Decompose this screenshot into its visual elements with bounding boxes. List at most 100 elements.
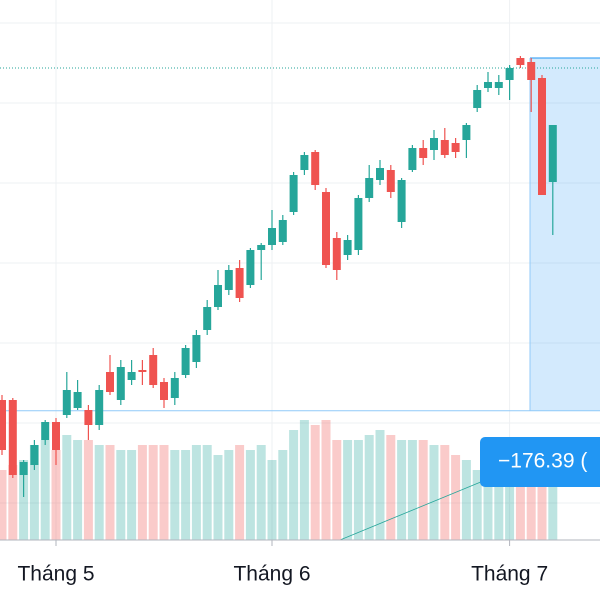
candle-body [8, 400, 17, 475]
candle-body [106, 372, 114, 392]
candle-body [440, 140, 449, 155]
volume-bar [29, 445, 39, 540]
volume-bar [278, 450, 288, 540]
candle-body [52, 422, 60, 450]
volume-bar [267, 460, 277, 540]
candle-body [548, 125, 557, 182]
volume-bar [245, 450, 255, 540]
candle-body [19, 462, 28, 475]
candle-body [408, 148, 417, 170]
volume-bar [494, 485, 504, 540]
candle-body [397, 180, 406, 222]
measure-label: −176.39 ( [498, 450, 587, 473]
candle-body [527, 62, 536, 80]
volume-bar [429, 445, 439, 540]
volume-bar [213, 455, 223, 540]
volume-bar [202, 445, 212, 540]
candle-body [138, 370, 147, 372]
volume-bar [170, 450, 180, 540]
volume-bar [191, 445, 201, 540]
volume-bar [51, 450, 61, 540]
volume-bar [256, 445, 266, 540]
candle-body [116, 367, 125, 400]
volume-bar [418, 440, 428, 540]
candle-body [322, 192, 330, 265]
candle-body [0, 400, 6, 450]
candle-body [170, 378, 179, 398]
volume-bar [148, 445, 158, 540]
candle-body [289, 175, 298, 212]
candle-body [505, 68, 514, 80]
volume-bar [515, 480, 525, 540]
volume-bar [235, 445, 245, 540]
volume-bar [548, 440, 558, 540]
volume-bar [483, 480, 493, 540]
volume-bar [73, 440, 83, 540]
volume-bar [451, 455, 461, 540]
candle-body [343, 240, 352, 255]
x-tick-label: Tháng 6 [233, 563, 310, 586]
volume-bar [537, 440, 547, 540]
volume-bar [127, 450, 137, 540]
volume-bar [159, 445, 169, 540]
candle-body [268, 228, 276, 245]
candle-body [224, 270, 233, 290]
candle-body [160, 382, 168, 400]
volume-bar [0, 470, 7, 540]
volume-bar [224, 450, 234, 540]
candle-body [73, 392, 82, 408]
volume-bar [310, 425, 320, 540]
measure-line [339, 471, 506, 541]
candle-body [257, 245, 266, 250]
volume-bar [116, 450, 126, 540]
candle-body [484, 82, 492, 88]
volume-bar [321, 420, 331, 540]
candle-body [516, 58, 525, 65]
volume-bar [289, 430, 299, 540]
candle-body [62, 390, 71, 415]
volume-bar [375, 430, 385, 540]
volume-bar [505, 480, 515, 540]
candle-body [473, 90, 482, 108]
candle-body [538, 78, 546, 195]
candle-body [214, 285, 222, 307]
volume-bar [105, 445, 115, 540]
candle-body [30, 445, 39, 465]
candle-body [235, 268, 244, 298]
candle-body [311, 152, 320, 185]
volume-bar [332, 440, 342, 540]
volume-bar [440, 445, 450, 540]
volume-bar [472, 470, 482, 540]
candle-body [95, 390, 104, 425]
candle-body [386, 170, 395, 192]
volume-bar [137, 445, 147, 540]
volume-bar [8, 465, 18, 540]
volume-bar [526, 445, 536, 540]
candle-body [149, 355, 158, 385]
candle-body [192, 335, 201, 362]
x-tick-label: Tháng 7 [471, 563, 548, 586]
volume-bar [407, 440, 417, 540]
candle-body [278, 220, 287, 242]
candle-body [41, 422, 50, 440]
candle-body [430, 138, 438, 150]
volume-bar [62, 435, 72, 540]
candle-body [494, 82, 503, 88]
candle-body [462, 125, 471, 140]
candle-body [300, 155, 309, 170]
candle-body [127, 372, 136, 380]
candle-body [181, 348, 190, 375]
volume-bar [83, 440, 93, 540]
volume-bar [343, 440, 353, 540]
volume-bar [397, 440, 407, 540]
candle-body [203, 307, 212, 330]
volume-bar [461, 460, 471, 540]
volume-bar [94, 445, 104, 540]
volume-bar [40, 440, 50, 540]
candle-body [246, 250, 255, 285]
x-tick-label: Tháng 5 [17, 563, 94, 586]
candle-body [451, 143, 460, 152]
volume-bar [181, 450, 191, 540]
candle-body [365, 178, 374, 198]
